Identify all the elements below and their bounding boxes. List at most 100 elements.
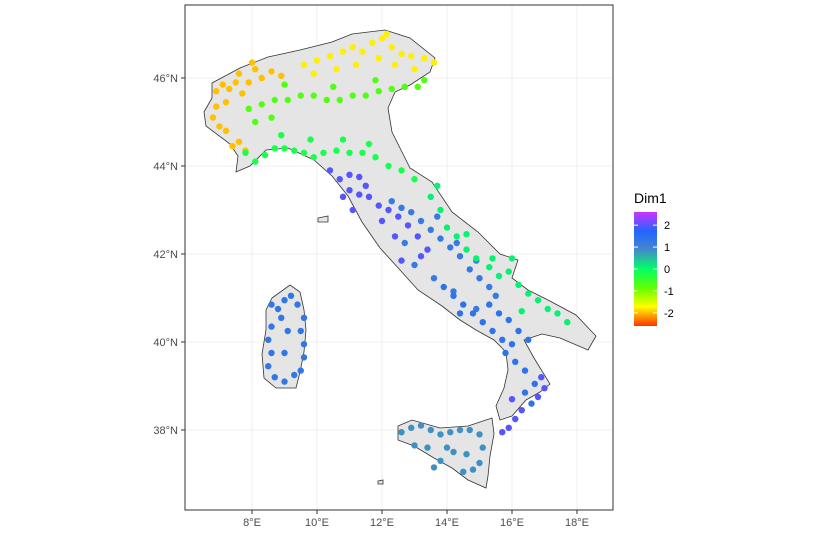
y-tick-label: 46°N [153, 73, 178, 85]
data-point [222, 99, 230, 106]
legend-title: Dim1 [634, 190, 667, 206]
data-point [479, 444, 486, 451]
data-point [375, 202, 382, 209]
data-point [326, 167, 334, 174]
data-point [242, 149, 249, 156]
data-point [456, 310, 464, 317]
data-point [349, 206, 356, 214]
data-point [414, 83, 421, 91]
islet-shape [377, 479, 384, 485]
data-point [278, 72, 285, 80]
data-point [281, 378, 288, 385]
data-point [297, 92, 304, 99]
data-point [463, 451, 470, 458]
data-point [492, 292, 499, 299]
data-point [239, 90, 246, 97]
data-point [469, 310, 477, 317]
data-point [421, 77, 428, 84]
y-tick-label: 44°N [153, 161, 178, 173]
x-tick-label: 14°E [435, 517, 459, 529]
data-point [417, 253, 425, 260]
data-point [209, 114, 217, 121]
data-point [424, 246, 431, 253]
data-point [430, 464, 438, 471]
data-point [505, 268, 512, 275]
data-point [453, 239, 460, 247]
data-point [369, 39, 376, 46]
data-point [356, 173, 363, 181]
data-point [336, 176, 343, 183]
data-point [362, 182, 369, 189]
legend-tick-label: 0 [664, 264, 670, 276]
data-point [447, 244, 454, 251]
x-tick-label: 12°E [370, 517, 394, 529]
data-point [450, 448, 457, 456]
data-point [229, 143, 236, 150]
mainland-italy-shape [203, 29, 597, 421]
data-point [427, 426, 434, 434]
data-point [352, 61, 360, 68]
legend-tick-label: 1 [664, 242, 670, 254]
data-point [434, 182, 441, 189]
data-point [508, 255, 516, 262]
data-point [440, 283, 447, 291]
data-point [417, 422, 425, 429]
data-point [281, 145, 288, 152]
data-point [437, 457, 444, 464]
data-point [499, 429, 506, 436]
y-tick-label: 42°N [153, 249, 178, 261]
data-point [235, 70, 243, 77]
data-point [281, 81, 288, 88]
data-point [235, 138, 243, 145]
data-point [453, 233, 460, 240]
data-point [534, 393, 542, 401]
data-point [268, 301, 275, 308]
data-point [460, 301, 467, 308]
data-point [245, 105, 252, 113]
land-layer [203, 29, 597, 489]
data-point [398, 50, 405, 57]
data-point [359, 48, 366, 55]
data-point [430, 59, 438, 66]
data-point [278, 132, 285, 139]
legend: Dim1 2 1 0 -1 -2 [634, 190, 674, 326]
data-point [538, 374, 545, 381]
x-tick-label: 10°E [305, 517, 329, 529]
data-point [411, 176, 418, 183]
data-point [476, 431, 483, 438]
data-point [411, 261, 418, 269]
data-point [271, 374, 278, 381]
data-point [518, 407, 525, 414]
data-point [466, 266, 473, 273]
data-point [349, 92, 356, 99]
data-point [388, 44, 395, 51]
data-point [213, 103, 220, 110]
data-point [385, 206, 392, 214]
data-point [245, 79, 252, 86]
data-point [271, 145, 278, 152]
data-point [271, 96, 278, 104]
data-point [414, 233, 421, 240]
data-point [383, 30, 391, 38]
legend-tick-label: -2 [664, 308, 674, 320]
data-point [375, 88, 382, 95]
data-point [385, 162, 392, 170]
data-point [265, 336, 272, 343]
data-point [346, 171, 353, 178]
data-point [525, 290, 532, 297]
data-point [486, 264, 493, 271]
data-point [437, 206, 444, 214]
data-point [326, 52, 334, 60]
data-point [395, 213, 402, 220]
data-point [284, 96, 291, 104]
data-point [398, 167, 405, 174]
data-point [404, 222, 412, 229]
data-point [252, 158, 259, 165]
data-point [388, 85, 395, 93]
data-point [476, 459, 483, 467]
data-point [323, 96, 330, 104]
data-point [294, 301, 301, 308]
data-point [531, 380, 538, 387]
y-tick-label: 40°N [153, 337, 178, 349]
data-point [274, 305, 282, 313]
